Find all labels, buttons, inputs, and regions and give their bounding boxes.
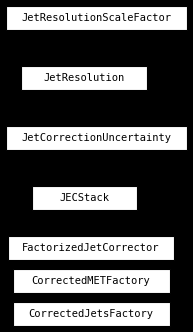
- Text: JetResolutionScaleFactor: JetResolutionScaleFactor: [21, 13, 171, 23]
- FancyBboxPatch shape: [5, 6, 186, 30]
- Text: JetCorrectionUncertainty: JetCorrectionUncertainty: [21, 133, 171, 143]
- Text: JECStack: JECStack: [59, 193, 109, 203]
- Text: CorrectedMETFactory: CorrectedMETFactory: [32, 276, 150, 286]
- Text: JetResolution: JetResolution: [43, 73, 125, 83]
- FancyBboxPatch shape: [8, 236, 174, 260]
- Text: FactorizedJetCorrector: FactorizedJetCorrector: [22, 243, 160, 253]
- FancyBboxPatch shape: [31, 186, 136, 210]
- FancyBboxPatch shape: [5, 126, 186, 150]
- FancyBboxPatch shape: [13, 269, 169, 293]
- Text: CorrectedJetsFactory: CorrectedJetsFactory: [29, 309, 153, 319]
- FancyBboxPatch shape: [13, 302, 169, 326]
- FancyBboxPatch shape: [21, 66, 147, 90]
